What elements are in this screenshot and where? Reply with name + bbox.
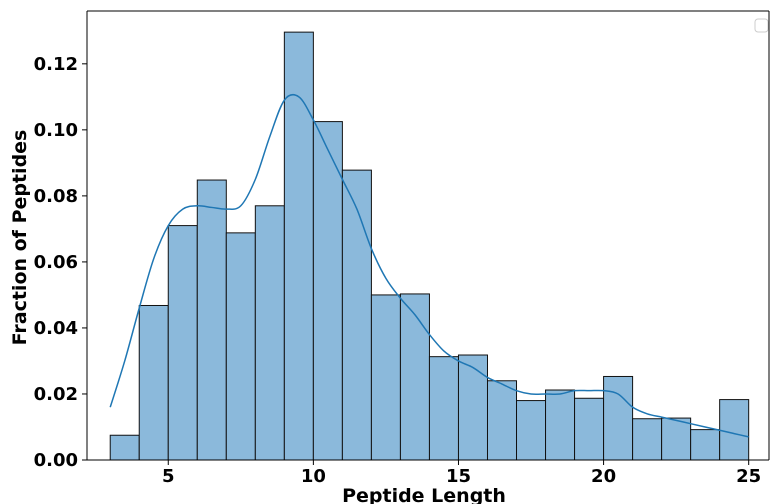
y-axis-ticks: 0.00 0.02 0.04 0.06 0.08 0.10 0.12	[34, 54, 87, 471]
y-tick-label: 0.00	[34, 450, 78, 471]
axes-spines	[86, 10, 770, 461]
y-tick-label: 0.04	[34, 318, 78, 339]
x-tick-label: 10	[301, 466, 326, 487]
y-tick-label: 0.08	[34, 186, 78, 207]
x-tick-label: 5	[162, 466, 175, 487]
bars-layer	[109, 31, 750, 461]
histogram-bar	[283, 31, 314, 461]
histogram-bar	[312, 121, 343, 461]
histogram-bar	[428, 356, 459, 461]
histogram-bar	[486, 380, 518, 461]
histogram-bar	[370, 294, 401, 461]
histogram-bar	[690, 429, 721, 461]
histogram-bar	[138, 304, 169, 461]
histogram-bar	[603, 375, 634, 461]
y-tick-label: 0.02	[34, 384, 78, 405]
histogram-bar	[196, 179, 227, 461]
histogram-bar	[109, 434, 140, 461]
histogram-bar	[167, 225, 198, 461]
x-tick-label: 15	[446, 466, 471, 487]
histogram-bar	[545, 389, 576, 461]
histogram-bar	[225, 232, 256, 461]
y-axis-label: Fraction of Peptides	[9, 130, 31, 346]
histogram-bar	[574, 397, 605, 461]
y-tick-label: 0.12	[34, 54, 78, 75]
histogram-bar	[632, 418, 663, 461]
x-axis-ticks: 5 10 15 20 25	[162, 460, 761, 487]
legend-box	[754, 18, 769, 33]
histogram-bar	[341, 169, 372, 461]
y-tick-label: 0.06	[34, 252, 78, 273]
histogram-bar	[399, 293, 430, 461]
histogram-bar	[719, 399, 750, 461]
x-tick-label: 20	[591, 466, 616, 487]
histogram-bar	[254, 205, 285, 461]
histogram-bar	[457, 354, 488, 461]
histogram-bar	[516, 400, 547, 461]
x-axis-label: Peptide Length	[342, 485, 506, 504]
histogram-bar	[661, 417, 692, 461]
x-tick-label: 25	[736, 466, 761, 487]
kde-curve	[109, 93, 749, 438]
y-tick-label: 0.10	[34, 120, 78, 141]
